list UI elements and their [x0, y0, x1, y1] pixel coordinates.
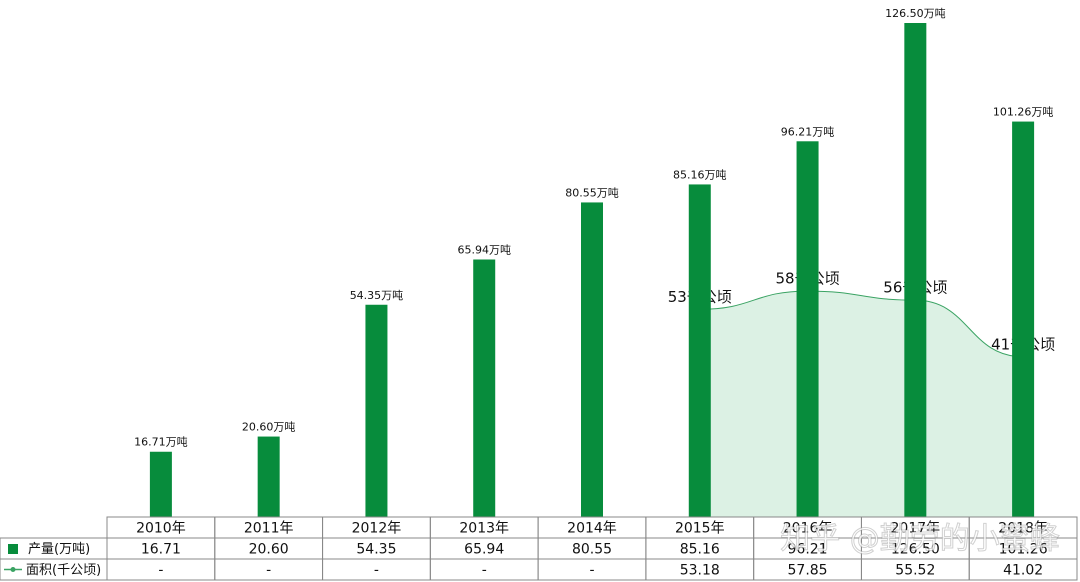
table-value: - — [158, 563, 163, 579]
table-value: 54.35 — [356, 542, 396, 558]
table-value: - — [589, 563, 594, 579]
bar — [796, 141, 819, 518]
table-value: 126.50 — [891, 542, 940, 558]
bar — [257, 436, 280, 517]
watermark: 知乎 @勤劳的小蜜蜂 — [780, 522, 1060, 557]
bar — [149, 451, 172, 517]
x-tick-label: 2017年 — [891, 521, 941, 537]
table-value: 20.60 — [249, 542, 289, 558]
bar-value-label: 96.21万吨 — [781, 125, 835, 138]
bar-value-label: 85.16万吨 — [673, 168, 727, 181]
bar-value-label: 65.94万吨 — [457, 243, 511, 256]
legend-label: 面积(千公顷) — [26, 563, 101, 578]
table-cell — [0, 517, 107, 538]
bar — [473, 259, 496, 517]
table-value: - — [482, 563, 487, 579]
x-tick-label: 2018年 — [998, 521, 1048, 537]
bar-value-label: 101.26万吨 — [993, 106, 1054, 119]
table-value: 65.94 — [464, 542, 504, 558]
table-value: - — [374, 563, 379, 579]
x-tick-label: 2012年 — [352, 521, 402, 537]
legend-label: 产量(万吨) — [28, 542, 90, 557]
x-tick-label: 2011年 — [244, 521, 294, 537]
table-value: 16.71 — [141, 542, 181, 558]
table-value: 53.18 — [680, 563, 720, 579]
x-tick-label: 2014年 — [567, 521, 617, 537]
bar — [688, 184, 711, 517]
bar-value-label: 80.55万吨 — [565, 186, 619, 199]
bar — [904, 23, 927, 517]
x-tick-label: 2010年 — [136, 521, 186, 537]
bar — [365, 304, 388, 517]
table-value: - — [266, 563, 271, 579]
bar-value-label: 54.35万吨 — [350, 289, 404, 302]
bar-value-label: 16.71万吨 — [134, 436, 188, 449]
table-value: 55.52 — [895, 563, 935, 579]
bar-value-label: 20.60万吨 — [242, 421, 296, 434]
legend-key — [8, 544, 18, 554]
x-tick-label: 2013年 — [459, 521, 509, 537]
table-value: 85.16 — [680, 542, 720, 558]
table-value: 57.85 — [788, 563, 828, 579]
bar — [1012, 121, 1035, 518]
x-tick-label: 2015年 — [675, 521, 725, 537]
table-cell — [968, 558, 1078, 581]
table-value: 41.02 — [1003, 563, 1043, 579]
area-line — [699, 290, 1024, 358]
bar — [581, 202, 603, 517]
table-value: 101.26 — [999, 542, 1048, 558]
legend-key — [10, 567, 16, 572]
x-tick-label: 2016年 — [783, 521, 833, 537]
bar-value-label: 126.50万吨 — [885, 7, 946, 20]
table-value: 96.21 — [788, 542, 828, 558]
area-fill — [699, 291, 1024, 517]
table-value: 80.55 — [572, 542, 612, 558]
